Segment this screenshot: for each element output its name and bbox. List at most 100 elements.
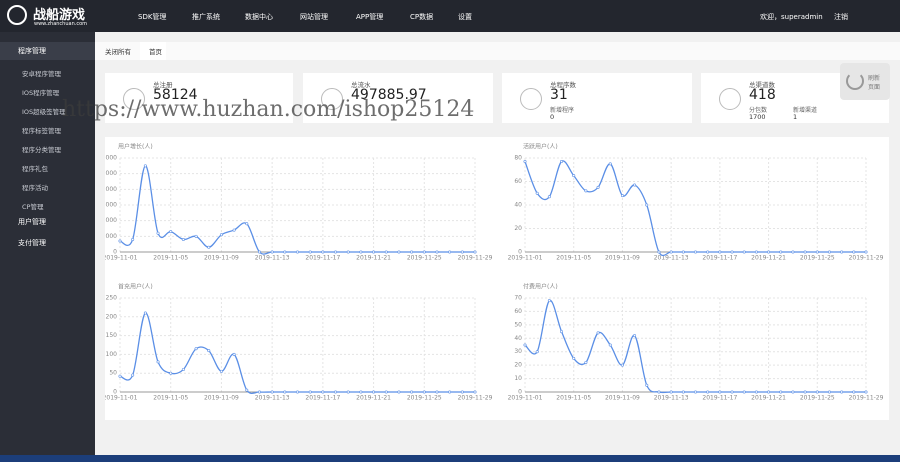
nav-item[interactable]: APP管理 — [356, 13, 384, 21]
x-tick-label: 2019-11-09 — [204, 255, 239, 262]
point — [422, 390, 426, 394]
sidebar-group[interactable]: 程序管理 — [18, 47, 46, 55]
sidebar-item[interactable]: 程序礼包 — [22, 165, 48, 173]
point — [346, 390, 350, 394]
tab[interactable]: 首页 — [149, 48, 162, 56]
y-tick-label: 150 — [106, 332, 118, 339]
watermark: https://www.huzhan.com/ishop25124 — [62, 97, 475, 122]
point — [245, 388, 249, 392]
y-tick-label: 30,000 — [105, 155, 117, 162]
x-tick-label: 2019-11-21 — [356, 395, 391, 402]
top-bar: 战船游戏 www.zhanchuan.com SDK管理 推广系统 数据中心 网站管理… — [0, 0, 900, 32]
point — [384, 250, 388, 254]
x-tick-label: 2019-11-01 — [508, 395, 543, 402]
point — [547, 195, 551, 199]
x-tick-label: 2019-11-09 — [605, 395, 640, 402]
point — [767, 250, 771, 254]
tab-active — [140, 42, 166, 60]
point — [131, 373, 135, 377]
sidebar-item[interactable]: CP管理 — [22, 203, 44, 211]
point — [207, 349, 211, 353]
point — [815, 250, 819, 254]
sidebar-group[interactable]: 支付管理 — [18, 239, 46, 247]
point — [767, 390, 771, 394]
nav-item[interactable]: CP数据 — [410, 13, 434, 21]
point — [169, 230, 173, 234]
sidebar-group[interactable]: 用户管理 — [18, 218, 46, 226]
y-tick-label: 50 — [109, 370, 117, 377]
card-sub-label: 新增渠道 — [793, 107, 818, 114]
point — [435, 390, 439, 394]
sidebar-item[interactable]: 程序标签管理 — [22, 127, 61, 135]
sidebar-item[interactable]: IOS超级签管理 — [22, 108, 66, 116]
point — [779, 250, 783, 254]
point — [706, 250, 710, 254]
point — [143, 311, 147, 315]
point — [681, 390, 685, 394]
sidebar-item[interactable]: 程序分类管理 — [22, 146, 61, 154]
card-sub-value: 1700 — [749, 113, 766, 121]
point — [194, 347, 198, 351]
point — [270, 390, 274, 394]
point — [560, 330, 564, 334]
point — [169, 371, 173, 375]
logout[interactable]: 注销 — [834, 13, 848, 21]
point — [815, 390, 819, 394]
point — [852, 390, 856, 394]
sidebar-item[interactable]: 程序活动 — [22, 184, 48, 192]
tab[interactable]: 关闭所有 — [105, 48, 131, 56]
point — [384, 390, 388, 394]
y-tick-label: 30 — [514, 348, 522, 355]
point — [693, 250, 697, 254]
refresh-button[interactable]: 刷新页面 — [840, 63, 890, 100]
nav-item[interactable]: 推广系统 — [192, 13, 220, 21]
point — [131, 237, 135, 241]
point — [207, 245, 211, 249]
point — [657, 250, 661, 254]
point — [523, 343, 527, 347]
x-tick-label: 2019-11-17 — [305, 395, 340, 402]
point — [308, 390, 312, 394]
refresh-label: 刷新页面 — [868, 75, 881, 91]
logo-icon — [7, 5, 27, 25]
card-sub-value: 1 — [793, 113, 798, 121]
sidebar-item[interactable]: IOS程序管理 — [22, 89, 60, 97]
card-label: 总渠道数 — [749, 81, 775, 89]
point — [633, 334, 637, 338]
point — [681, 250, 685, 254]
nav-item[interactable]: 设置 — [458, 13, 472, 21]
point — [245, 222, 249, 226]
point — [410, 390, 414, 394]
x-tick-label: 2019-11-01 — [508, 255, 543, 262]
point — [118, 374, 122, 378]
x-tick-label: 2019-11-13 — [255, 255, 290, 262]
point — [232, 228, 236, 232]
y-tick-label: 40 — [514, 335, 522, 342]
sidebar-item[interactable]: 安卓程序管理 — [22, 70, 61, 78]
y-tick-label: 70 — [514, 295, 522, 302]
point — [620, 363, 624, 367]
point — [718, 250, 722, 254]
point — [460, 390, 464, 394]
nav-item[interactable]: SDK管理 — [138, 13, 167, 21]
point — [219, 369, 223, 373]
nav-item[interactable]: 网站管理 — [300, 13, 328, 21]
taskbar — [0, 455, 900, 462]
point — [633, 183, 637, 187]
logo: 战船游戏 — [33, 8, 86, 23]
point — [840, 250, 844, 254]
point — [742, 390, 746, 394]
point — [608, 162, 612, 166]
x-tick-label: 2019-11-17 — [702, 255, 737, 262]
point — [742, 250, 746, 254]
point — [596, 185, 600, 189]
point — [791, 250, 795, 254]
x-tick-label: 2019-11-29 — [849, 395, 884, 402]
point — [359, 250, 363, 254]
point — [523, 160, 527, 164]
y-tick-label: 20 — [514, 225, 522, 232]
active-group — [0, 42, 95, 60]
nav-item[interactable]: 数据中心 — [245, 13, 273, 21]
point — [397, 390, 401, 394]
